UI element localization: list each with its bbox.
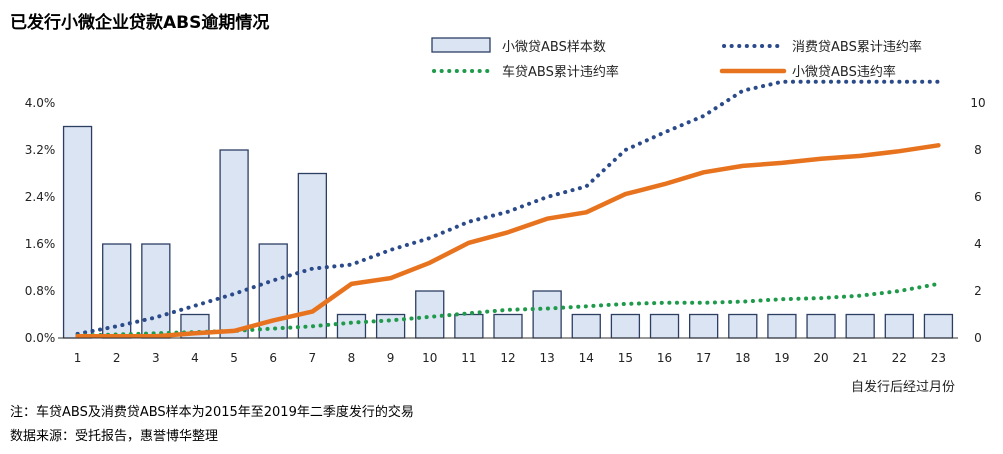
- bar: [532, 290, 562, 339]
- y-right-tick-label: 0: [974, 331, 982, 345]
- legend-label: 车贷ABS累计违约率: [502, 64, 619, 80]
- x-tick-label: 6: [269, 351, 277, 365]
- x-tick-label: 9: [387, 351, 395, 365]
- chart-title: 已发行小微企业贷款ABS逾期情况: [10, 12, 269, 33]
- x-tick-label: 23: [931, 351, 946, 365]
- x-tick-label: 22: [892, 351, 907, 365]
- y-left-tick-label: 1.6%: [25, 237, 56, 251]
- bar-series: [62, 125, 954, 339]
- x-tick-label: 19: [774, 351, 789, 365]
- bar: [649, 313, 680, 339]
- legend-label: 消费贷ABS累计违约率: [792, 39, 922, 55]
- bar: [806, 313, 836, 339]
- x-tick-label: 2: [113, 351, 121, 365]
- x-tick-label: 15: [618, 351, 633, 365]
- x-axis-title: 自发行后经过月份: [851, 379, 955, 395]
- bar: [219, 149, 249, 339]
- x-tick-label: 12: [500, 351, 515, 365]
- bar: [493, 313, 523, 339]
- x-tick-label: 8: [348, 351, 356, 365]
- bar: [767, 313, 797, 339]
- y-left-tick-label: 3.2%: [25, 143, 56, 157]
- x-tick-label: 4: [191, 351, 199, 365]
- y-right-tick-label: 8: [974, 143, 982, 157]
- x-tick-label: 5: [230, 351, 238, 365]
- series-line: [75, 143, 941, 339]
- y-left-tick-label: 0.0%: [25, 331, 56, 345]
- bar: [845, 313, 875, 339]
- x-tick-label: 21: [853, 351, 868, 365]
- bar: [375, 313, 406, 339]
- y-right-tick-label: 10: [970, 96, 985, 110]
- y-left-tick-label: 0.8%: [25, 284, 56, 298]
- bar: [141, 243, 171, 339]
- legend-label: 小微贷ABS违约率: [792, 64, 896, 80]
- x-tick-label: 13: [539, 351, 554, 365]
- x-tick-label: 17: [696, 351, 711, 365]
- x-tick-label: 11: [461, 351, 476, 365]
- x-tick-label: 14: [579, 351, 594, 365]
- legend-swatch: [431, 37, 491, 53]
- bar: [610, 313, 641, 339]
- footnote: 注：车贷ABS及消费贷ABS样本为2015年至2019年二季度发行的交易: [10, 404, 414, 420]
- x-tick-label: 10: [422, 351, 437, 365]
- x-tick-label: 7: [309, 351, 317, 365]
- bar: [62, 125, 93, 339]
- source-note: 数据来源：受托报告，惠誉博华整理: [10, 429, 218, 444]
- bar: [571, 313, 601, 339]
- x-tick-label: 20: [813, 351, 828, 365]
- bar: [454, 313, 484, 339]
- x-tick-label: 16: [657, 351, 672, 365]
- bar: [689, 313, 719, 339]
- bar: [923, 313, 954, 339]
- bar: [336, 313, 367, 339]
- series-line: [75, 79, 941, 336]
- y-right-tick-label: 4: [974, 237, 982, 251]
- y-right-tick-label: 2: [974, 284, 982, 298]
- bar: [884, 313, 914, 339]
- y-left-tick-label: 2.4%: [25, 190, 56, 204]
- x-tick-label: 18: [735, 351, 750, 365]
- line-series: [75, 79, 941, 339]
- legend-label: 小微贷ABS样本数: [502, 40, 606, 55]
- x-tick-label: 1: [74, 351, 82, 365]
- y-left-tick-label: 4.0%: [25, 96, 56, 110]
- bar: [102, 243, 132, 339]
- y-right-tick-label: 6: [974, 190, 982, 204]
- bar: [415, 290, 445, 339]
- x-tick-label: 3: [152, 351, 160, 365]
- bar: [728, 313, 758, 339]
